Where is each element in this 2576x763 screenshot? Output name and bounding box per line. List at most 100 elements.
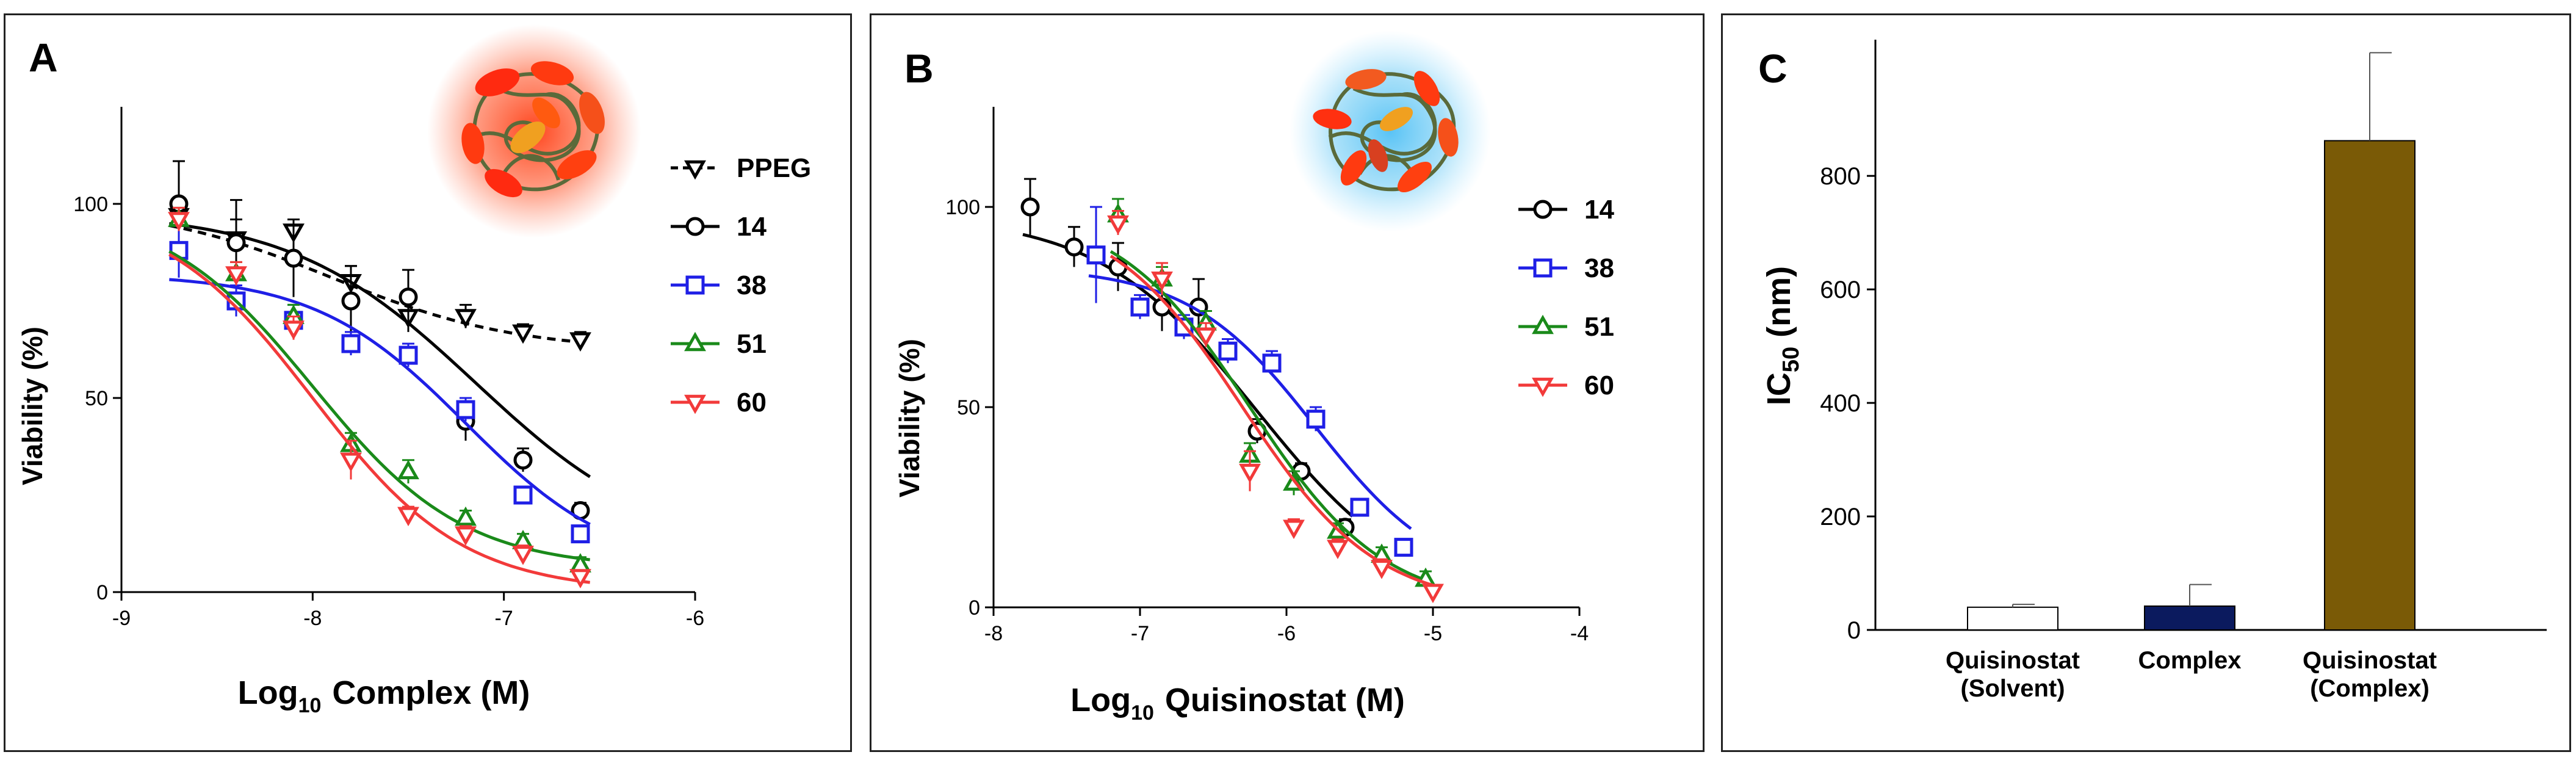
legend-label-PPEG: PPEG <box>737 153 811 183</box>
y-tick-label: 400 <box>1820 390 1861 417</box>
data-point-PPEG <box>512 324 534 344</box>
drug-molecules <box>1313 69 1459 193</box>
nanoparticle-glow <box>1290 31 1491 232</box>
data-point-PPEG <box>569 332 591 352</box>
category-label: (Complex) <box>2310 675 2430 702</box>
chart-a: A 0 50 100 -9 -8 -7 -6 PPEG 14 38 51 60 <box>16 24 811 717</box>
fit-curve-38 <box>1088 274 1412 530</box>
fit-curve-38 <box>169 278 591 526</box>
data-point-38 <box>399 345 418 365</box>
data-point-60 <box>1151 271 1173 291</box>
legend-label-38: 38 <box>737 270 767 300</box>
legend-a: PPEG 14 38 51 60 <box>671 153 811 418</box>
y-axis-label-b: Viability (%) <box>893 339 925 497</box>
data-point-14 <box>1020 197 1040 217</box>
data-point-38 <box>341 334 361 353</box>
legend-label-60: 60 <box>737 388 767 418</box>
data-point-60 <box>1239 463 1261 483</box>
chart-c: C 0200400600800Quisinostat(Solvent)Compl… <box>1758 40 2547 702</box>
x-axis-label-a: Log10 Complex (M) <box>238 674 530 717</box>
panel-a: A 0 50 100 -9 -8 -7 -6 PPEG 14 38 51 60 <box>4 13 852 752</box>
data-point-38 <box>1218 341 1238 361</box>
data-point-51 <box>455 506 477 526</box>
data-point-60 <box>1371 560 1393 579</box>
data-point-38 <box>1394 538 1413 557</box>
axes-b: 0 50 100 -8 -7 -6 -5 -4 <box>945 107 1589 645</box>
axes-a: 0 50 100 -9 -8 -7 -6 <box>73 107 704 630</box>
category-label: Complex <box>2138 647 2242 674</box>
y-tick-label: 800 <box>1820 163 1861 190</box>
data-point-60 <box>1195 327 1217 347</box>
y-tick-label: 600 <box>1820 277 1861 303</box>
legend-label-51: 51 <box>737 329 767 359</box>
y-axis-label-a: Viability (%) <box>16 327 48 485</box>
legend-marker-38 <box>685 275 705 295</box>
legend-label-60: 60 <box>1584 371 1614 400</box>
legend-label-38: 38 <box>1584 253 1614 283</box>
nanoparticle-illustration-b <box>1290 31 1491 232</box>
y-tick-label: 100 <box>945 196 980 219</box>
panel-letter-c: C <box>1758 46 1788 91</box>
data-point-60 <box>225 266 247 286</box>
marks-b <box>1020 178 1444 604</box>
data-point-60 <box>569 569 591 588</box>
x-axis-label-b: Log10 Quisinostat (M) <box>1070 682 1405 725</box>
data-point-14 <box>1064 237 1084 257</box>
data-point-14 <box>513 450 533 470</box>
data-point-38 <box>513 485 533 505</box>
data-point-38 <box>1262 353 1282 373</box>
category-label: Quisinostat <box>2303 647 2437 674</box>
data-point-14 <box>226 233 246 253</box>
data-point-PPEG <box>455 309 477 328</box>
x-tick-label: -6 <box>686 607 704 630</box>
bar-1 <box>2144 605 2235 631</box>
data-point-60 <box>283 320 305 340</box>
data-point-38 <box>571 524 590 544</box>
marks-a <box>168 160 591 588</box>
category-label: Quisinostat <box>1946 647 2080 674</box>
y-tick-label: 50 <box>85 387 108 410</box>
fit-curve-60 <box>168 253 591 584</box>
data-point-60 <box>1327 540 1349 559</box>
data-point-60 <box>340 452 362 472</box>
y-tick-label: 0 <box>1847 617 1861 644</box>
data-point-51 <box>397 460 419 480</box>
x-tick-label: -5 <box>1424 622 1442 645</box>
legend-marker-14 <box>685 217 705 236</box>
y-tick-label: 200 <box>1820 504 1861 530</box>
y-tick-label: 0 <box>96 581 108 604</box>
axes-c: 0200400600800Quisinostat(Solvent)Complex… <box>1820 40 2547 702</box>
legend-label-51: 51 <box>1584 312 1614 342</box>
panel-b: B 0 50 100 -8 -7 -6 -5 -4 14 38 51 60 Vi <box>870 13 1705 752</box>
y-axis-label-c: IC50 (nm) <box>1761 266 1804 405</box>
x-tick-label: -8 <box>303 607 322 630</box>
data-point-60 <box>1422 584 1444 604</box>
bar-0 <box>1967 606 2058 631</box>
y-tick-label: 0 <box>969 596 980 620</box>
legend-b: 14 38 51 60 <box>1518 195 1614 400</box>
data-point-14 <box>284 248 303 268</box>
legend-marker-51 <box>684 331 706 352</box>
data-point-60 <box>168 212 190 231</box>
x-tick-label: -6 <box>1277 622 1296 645</box>
nanoparticle-illustration-a <box>427 24 641 238</box>
data-point-60 <box>1107 215 1129 235</box>
y-tick-label: 100 <box>73 193 108 216</box>
x-tick-label: -7 <box>495 607 513 630</box>
x-tick-label: -9 <box>112 607 131 630</box>
data-point-38 <box>456 400 475 419</box>
category-label: (Solvent) <box>1960 675 2065 702</box>
legend-label-14: 14 <box>737 212 767 242</box>
data-point-38 <box>1130 297 1150 317</box>
data-point-14 <box>399 287 418 307</box>
panel-letter-a: A <box>29 35 58 80</box>
data-point-38 <box>1086 245 1106 265</box>
data-point-60 <box>455 526 477 546</box>
legend-marker-60 <box>1532 377 1554 397</box>
panel-letter-b: B <box>904 46 934 91</box>
legend-marker-38 <box>1533 258 1553 278</box>
legend-marker-PPEG <box>684 160 706 180</box>
polymer-coil <box>1328 72 1456 192</box>
x-tick-label: -8 <box>984 622 1003 645</box>
